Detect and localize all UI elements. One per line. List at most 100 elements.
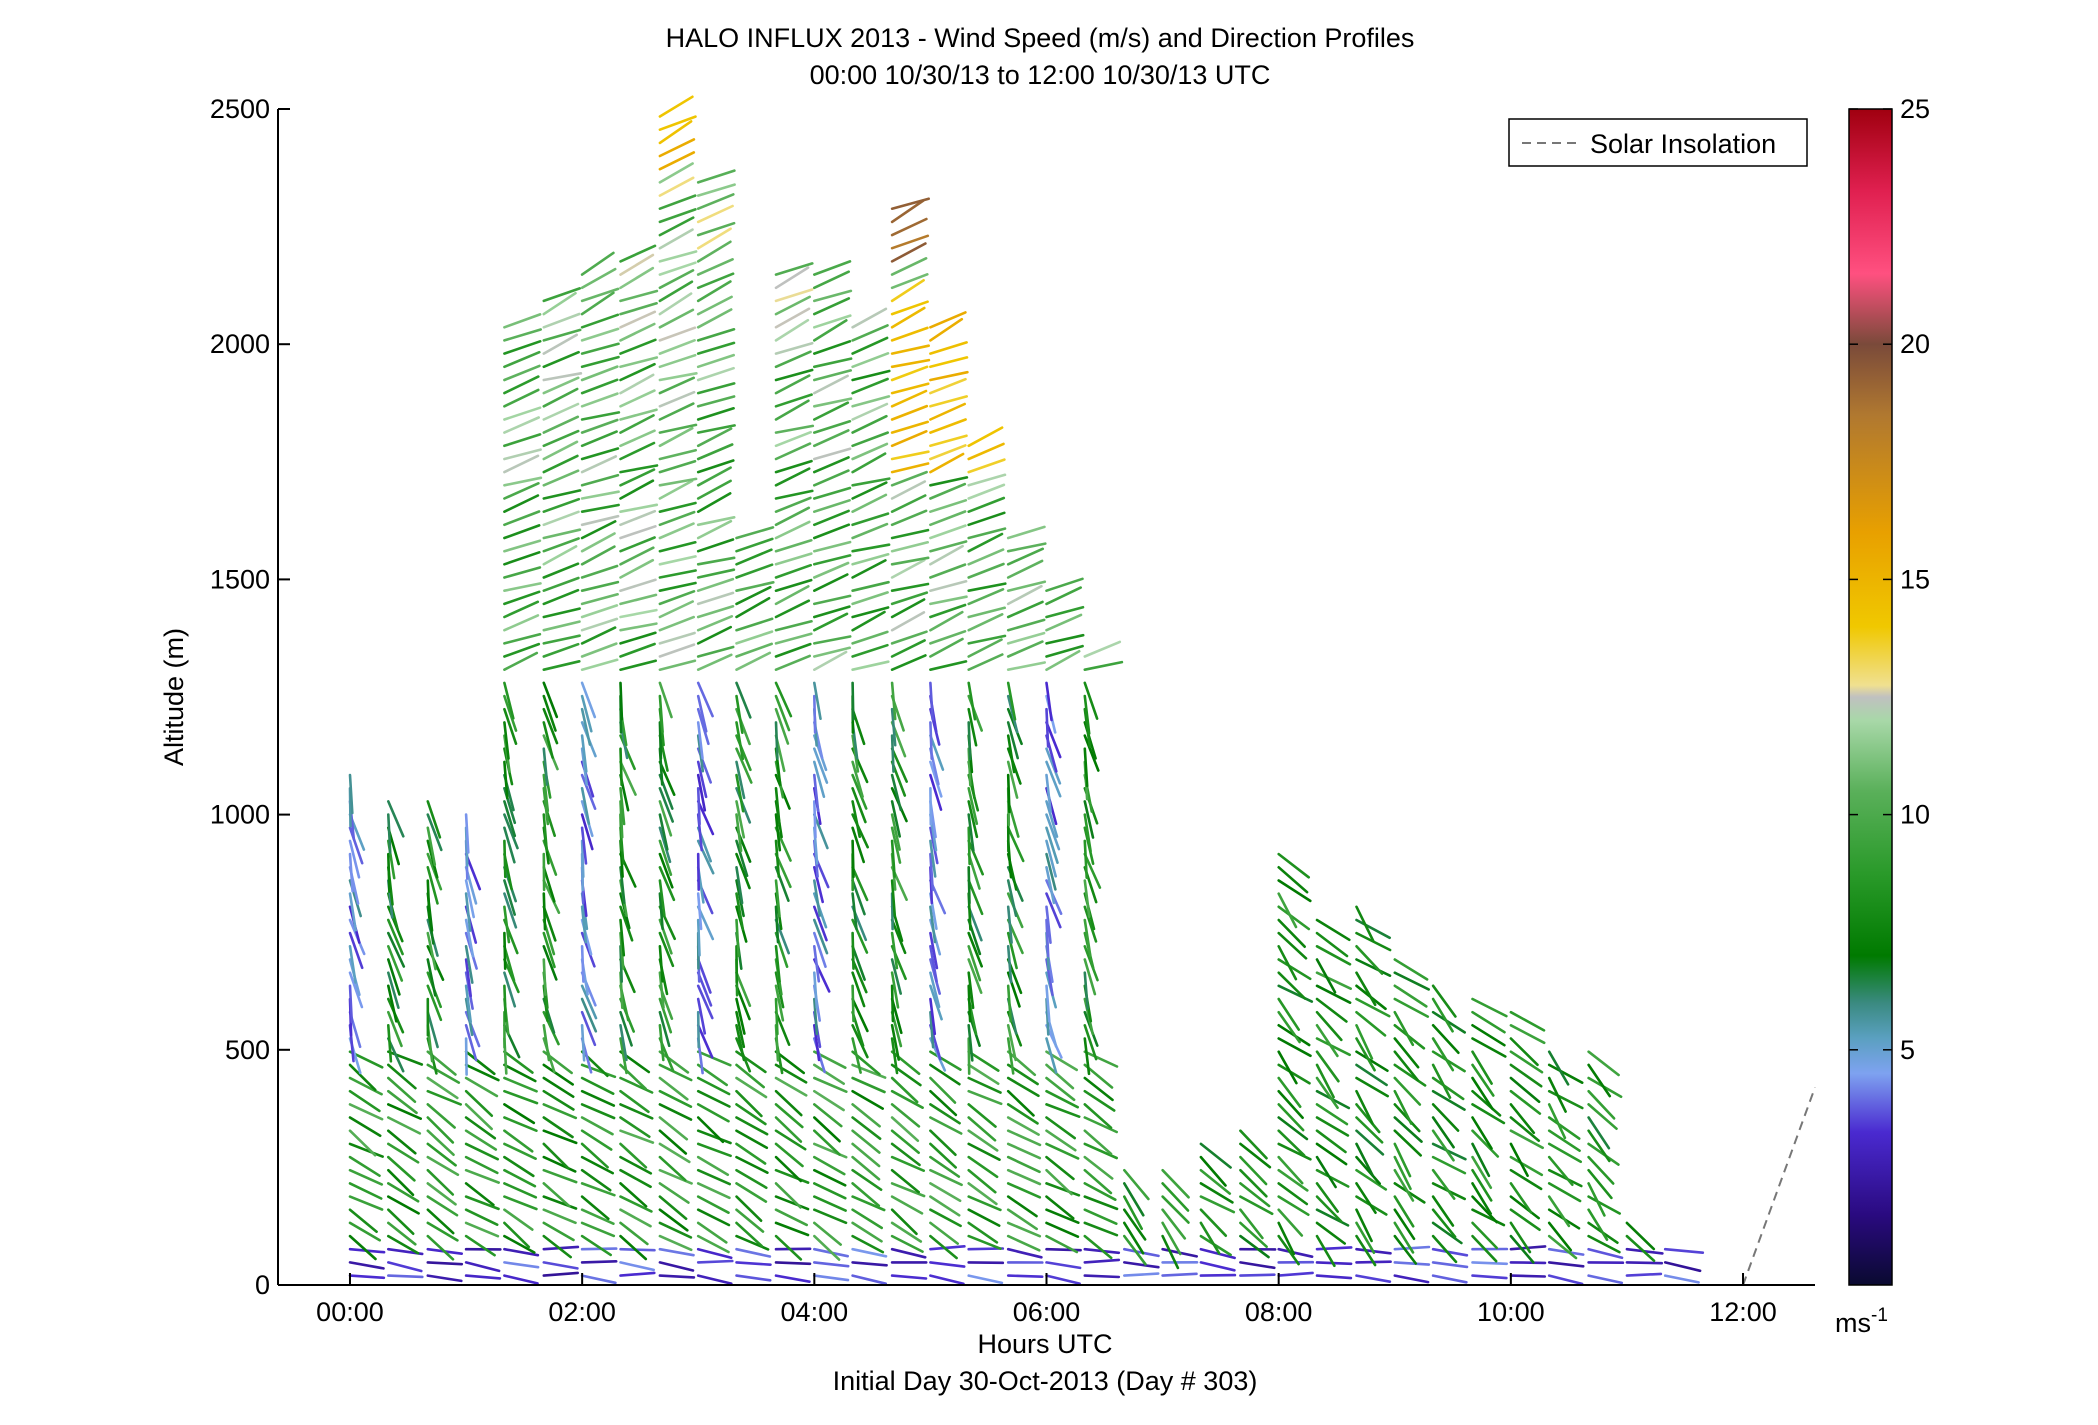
wind-barb bbox=[929, 595, 968, 606]
wind-barb bbox=[1277, 944, 1298, 981]
wind-barb bbox=[890, 389, 928, 408]
wind-barb bbox=[696, 1259, 734, 1264]
wind-barb bbox=[503, 971, 517, 1008]
wind-barb bbox=[658, 1221, 693, 1239]
wind-barb bbox=[774, 506, 811, 527]
wind-barb bbox=[929, 637, 964, 658]
wind-barb bbox=[774, 1050, 806, 1075]
wind-barb bbox=[929, 760, 943, 798]
wind-barb bbox=[696, 492, 732, 514]
wind-barb bbox=[774, 1182, 802, 1209]
wind-barb bbox=[929, 1142, 958, 1169]
wind-barb bbox=[774, 563, 813, 579]
wind-barb bbox=[1045, 905, 1052, 945]
wind-barb bbox=[1587, 1129, 1611, 1163]
wind-barb bbox=[696, 1247, 733, 1260]
wind-barb bbox=[503, 481, 540, 500]
wind-barb bbox=[542, 1182, 571, 1208]
wind-barb bbox=[929, 434, 968, 448]
wind-barbs bbox=[348, 95, 1705, 1286]
wind-barb bbox=[1006, 580, 1047, 593]
wind-barb bbox=[1045, 1155, 1075, 1181]
wind-barb bbox=[851, 643, 889, 658]
wind-barb bbox=[1083, 1037, 1091, 1076]
wind-barb bbox=[386, 931, 406, 968]
wind-barb bbox=[890, 197, 931, 210]
wind-barb bbox=[1509, 1142, 1529, 1177]
wind-barb bbox=[658, 892, 664, 931]
wind-barb bbox=[1471, 1024, 1506, 1047]
wind-barb bbox=[774, 721, 779, 760]
wind-barb bbox=[1587, 1116, 1611, 1150]
wind-barb bbox=[1355, 1182, 1377, 1214]
x-axis-ticks: 00:00 02:00 04:00 06:00 08:00 10:00 12:00 bbox=[316, 1273, 1777, 1327]
wind-barb bbox=[696, 459, 735, 474]
wind-barb bbox=[658, 681, 673, 719]
wind-barb bbox=[696, 341, 736, 355]
wind-barb bbox=[812, 1155, 846, 1176]
wind-barb bbox=[542, 1168, 578, 1184]
wind-barb bbox=[812, 429, 850, 448]
wind-barb bbox=[619, 931, 625, 970]
wind-barb bbox=[696, 604, 735, 619]
wind-barb bbox=[696, 169, 736, 184]
wind-barb bbox=[426, 1116, 455, 1144]
wind-barb bbox=[774, 318, 810, 342]
wind-barb bbox=[1315, 1142, 1348, 1166]
wind-barb bbox=[696, 734, 705, 773]
wind-barb bbox=[658, 501, 697, 514]
wind-barb bbox=[658, 800, 673, 837]
wind-barb bbox=[774, 654, 812, 672]
wind-barb bbox=[503, 1247, 540, 1257]
wind-barb bbox=[542, 1155, 577, 1173]
wind-barb bbox=[1509, 1208, 1541, 1231]
wind-barb bbox=[929, 629, 967, 645]
wind-barb bbox=[851, 707, 866, 746]
wind-barb bbox=[1199, 1182, 1234, 1204]
wind-barb bbox=[348, 1142, 384, 1158]
wind-barb bbox=[812, 319, 848, 342]
wind-barb bbox=[1045, 760, 1062, 798]
wind-barb bbox=[658, 589, 696, 606]
x-tick-label: 10:00 bbox=[1477, 1297, 1545, 1327]
wind-barb bbox=[890, 839, 896, 878]
wind-barb bbox=[890, 582, 930, 593]
wind-barb bbox=[1083, 1129, 1113, 1156]
wind-barb bbox=[812, 469, 850, 487]
wind-barb bbox=[696, 204, 734, 224]
wind-barb bbox=[1547, 1063, 1584, 1084]
wind-barb bbox=[890, 450, 930, 461]
wind-barb bbox=[542, 545, 578, 566]
wind-barb bbox=[658, 120, 693, 145]
wind-barb bbox=[464, 944, 474, 984]
wind-barb bbox=[812, 1076, 848, 1093]
wind-barb bbox=[1045, 826, 1059, 865]
wind-barb bbox=[851, 580, 890, 593]
wind-barb bbox=[696, 1089, 731, 1108]
wind-barb bbox=[1315, 1274, 1353, 1280]
wind-barb bbox=[851, 336, 889, 355]
wind-barb bbox=[1006, 773, 1011, 814]
wind-barb bbox=[929, 356, 969, 369]
wind-barb bbox=[619, 244, 657, 263]
wind-barb bbox=[658, 1089, 693, 1108]
wind-barb bbox=[580, 520, 617, 540]
wind-barb bbox=[658, 944, 664, 983]
wind-barb bbox=[348, 931, 364, 970]
wind-barb bbox=[1547, 1129, 1581, 1152]
wind-barb bbox=[503, 681, 515, 720]
wind-barb bbox=[1045, 1168, 1073, 1196]
wind-barb bbox=[812, 760, 826, 799]
wind-barb bbox=[580, 1195, 610, 1221]
wind-barb bbox=[812, 401, 850, 421]
wind-barb bbox=[1277, 1271, 1314, 1277]
wind-barb bbox=[890, 630, 928, 645]
wind-barb bbox=[812, 554, 852, 566]
wind-barb bbox=[851, 1076, 886, 1094]
solar-insolation-line bbox=[1742, 1087, 1816, 1286]
wind-barb bbox=[386, 1010, 403, 1048]
wind-barb bbox=[1083, 800, 1095, 839]
wind-barb bbox=[929, 1234, 958, 1260]
wind-barb bbox=[542, 376, 580, 395]
wind-barb bbox=[774, 619, 813, 632]
